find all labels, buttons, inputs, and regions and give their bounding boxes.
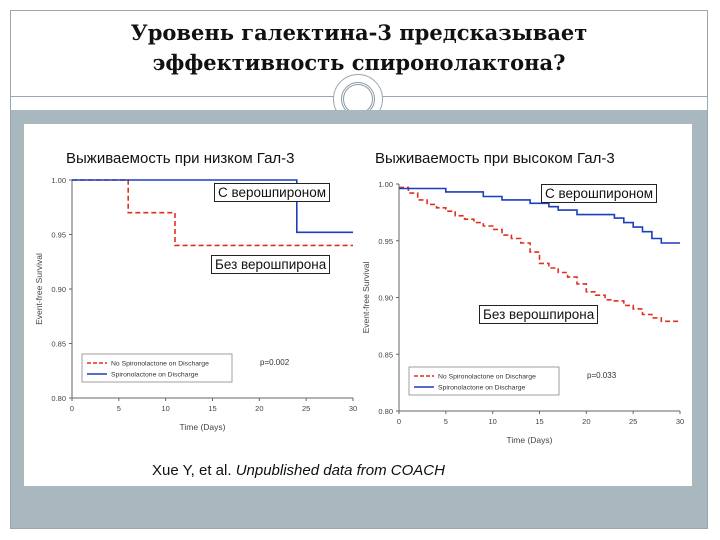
left-series-spironolactone-line — [72, 179, 353, 234]
left-x-axis-label: Time (Days) — [180, 422, 226, 432]
left-series-no-spironolactone-line — [72, 179, 353, 247]
left-p-value: p=0.002 — [260, 358, 290, 367]
right-x-tick-label: 0 — [397, 417, 401, 426]
right-y-tick-label: 1.00 — [378, 180, 393, 189]
left-y-tick-label: 1.00 — [51, 176, 66, 185]
right-legend-label: Spironolactone on Discharge — [438, 385, 526, 392]
citation: Xue Y, et al. Unpublished data from COAC… — [152, 462, 445, 479]
right-y-axis-label: Event-free Survival — [361, 261, 371, 333]
left-chart-heading: Выживаемость при низком Гал-3 — [66, 150, 295, 167]
right-x-tick-label: 10 — [488, 417, 496, 426]
left-x-tick-label: 30 — [349, 404, 357, 413]
title-line-2: эффективность спиронолактона? — [152, 50, 566, 75]
left-x-tick-label: 25 — [302, 404, 310, 413]
right-p-value: p=0.033 — [587, 371, 617, 380]
slide-title: Уровень галектина-3 предсказывает эффект… — [10, 18, 708, 78]
right-x-tick-label: 5 — [444, 417, 448, 426]
left-y-axis-label: Event-free Survival — [34, 253, 44, 325]
left-y-tick-label: 0.90 — [51, 285, 66, 294]
right-chart-heading: Выживаемость при высоком Гал-3 — [375, 150, 615, 167]
citation-source: Unpublished data from COACH — [235, 462, 445, 479]
right-legend-label: No Spironolactone on Discharge — [438, 374, 536, 381]
right-without-spironolactone-label: Без верошпирона — [479, 305, 599, 324]
left-legend-box — [81, 353, 233, 383]
left-x-tick-label: 5 — [117, 404, 121, 413]
right-y-tick-label: 0.90 — [378, 294, 393, 303]
right-x-tick-label: 30 — [676, 417, 684, 426]
left-y-tick-label: 0.95 — [51, 231, 66, 240]
left-x-tick-label: 0 — [70, 404, 74, 413]
right-y-tick-label: 0.95 — [378, 237, 393, 246]
right-series-no-spironolactone-line — [399, 186, 680, 323]
left-x-tick-label: 20 — [255, 404, 263, 413]
left-y-tick-label: 0.85 — [51, 340, 66, 349]
left-x-tick-label: 10 — [161, 404, 169, 413]
left-with-spironolactone-label: С верошпироном — [214, 183, 330, 202]
right-x-tick-label: 25 — [629, 417, 637, 426]
right-y-tick-label: 0.80 — [378, 407, 393, 416]
title-line-1: Уровень галектина-3 предсказывает — [130, 20, 588, 45]
left-y-tick-label: 0.80 — [51, 394, 66, 403]
slide-frame — [10, 10, 708, 529]
right-with-spironolactone-label: С верошпироном — [541, 184, 657, 203]
left-legend-label: No Spironolactone on Discharge — [111, 361, 209, 368]
left-without-spironolactone-label: Без верошпирона — [211, 255, 331, 274]
right-legend-box — [408, 366, 560, 396]
right-series-spironolactone-line — [399, 187, 680, 244]
right-x-tick-label: 20 — [582, 417, 590, 426]
left-x-tick-label: 15 — [208, 404, 216, 413]
right-x-axis-label: Time (Days) — [507, 435, 553, 445]
right-x-tick-label: 15 — [535, 417, 543, 426]
right-y-tick-label: 0.85 — [378, 350, 393, 359]
bottom-bar — [11, 505, 707, 528]
left-legend-label: Spironolactone on Discharge — [111, 372, 199, 379]
citation-author: Xue Y, et al. — [152, 462, 232, 479]
